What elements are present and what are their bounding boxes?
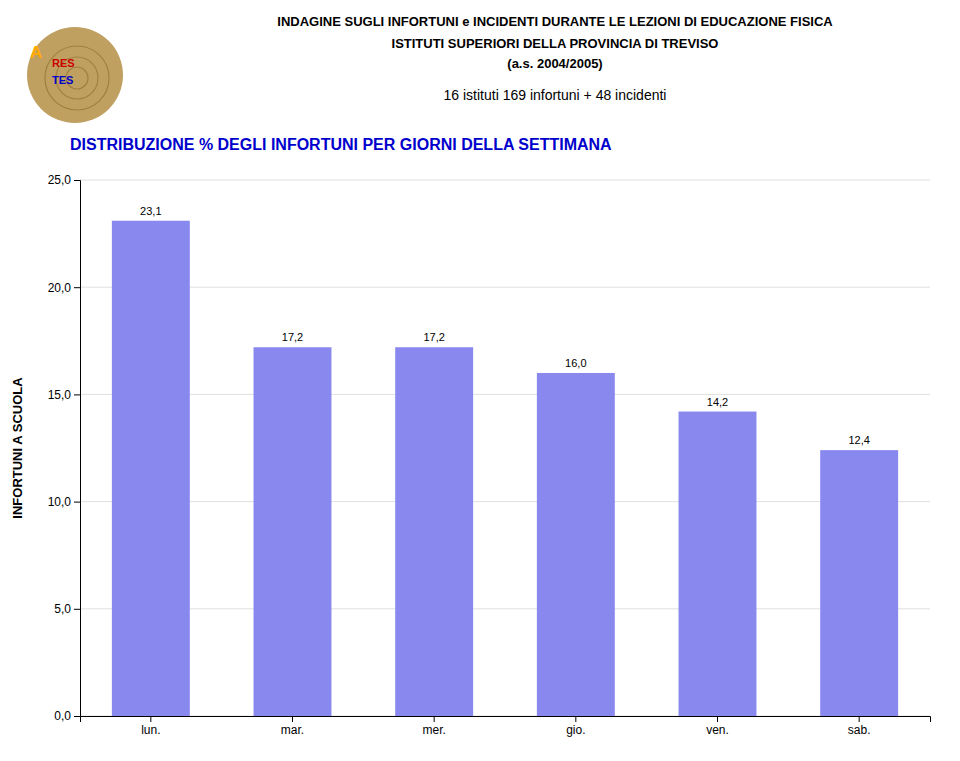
y-tick-mark — [74, 287, 80, 288]
data-labels: 23,1 17,2 17,2 16,0 14,2 12,4 — [140, 205, 870, 446]
logo-shell — [27, 27, 123, 123]
y-tick-mark — [74, 609, 80, 610]
y-tick-label: 20,0 — [48, 281, 72, 295]
x-tick-label: gio. — [566, 723, 585, 737]
data-label: 16,0 — [565, 357, 586, 369]
grid-line — [80, 180, 930, 181]
bar — [820, 450, 898, 716]
logo-text: A — [30, 43, 42, 62]
x-tick-mark — [150, 716, 151, 722]
data-label: 17,2 — [423, 331, 444, 343]
x-tick-label: mar. — [281, 723, 304, 737]
data-label: 14,2 — [707, 396, 728, 408]
title: INDAGINE SUGLI INFORTUNI e INCIDENTI DUR… — [277, 14, 833, 29]
x-tick-mark — [434, 716, 435, 722]
chart-title: DISTRIBUZIONE % DEGLI INFORTUNI PER GIOR… — [70, 136, 612, 153]
y-tick-label: 10,0 — [48, 495, 72, 509]
y-tick: 25,0 — [48, 173, 80, 187]
plot: 23,1 17,2 17,2 16,0 14,2 12,4 lun. mar. mer. gio.… — [48, 173, 931, 736]
bar — [112, 221, 190, 716]
y-tick-mark — [74, 716, 80, 717]
logo-spiral — [45, 46, 109, 110]
y-tick-label: 5,0 — [54, 602, 71, 616]
y-tick-mark — [74, 180, 80, 181]
chart: A RES TES INDAGINE SUGLI INFORTUNI e INCIDE… — [0, 0, 960, 761]
y-axis: 0,0 5,0 10,0 15,0 20,0 25,0 — [48, 173, 81, 723]
x-tick: gio. — [566, 716, 585, 737]
bar — [537, 373, 615, 716]
x-axis-line — [81, 717, 931, 723]
x-tick: sab. — [848, 716, 871, 737]
data-label: 23,1 — [140, 205, 161, 217]
y-axis-line — [74, 181, 81, 717]
y-tick: 5,0 — [54, 602, 80, 616]
y-tick: 20,0 — [48, 281, 80, 295]
y-tick-label: 0,0 — [54, 709, 71, 723]
title: (a.s. 2004/2005) — [507, 56, 602, 71]
bar — [254, 347, 332, 716]
data-label: 12,4 — [848, 434, 869, 446]
bar — [395, 347, 473, 716]
grid-line — [80, 394, 930, 395]
grid-line — [80, 608, 930, 609]
x-tick-mark — [717, 716, 718, 722]
x-tick-label: sab. — [848, 723, 871, 737]
x-tick-label: ven. — [706, 723, 729, 737]
x-tick-label: mer. — [422, 723, 445, 737]
y-tick-mark — [74, 502, 80, 503]
bar — [679, 412, 757, 716]
bars — [112, 221, 898, 716]
y-tick-mark — [74, 394, 80, 395]
grid-line — [80, 501, 930, 502]
x-tick-mark — [292, 716, 293, 722]
x-axis: lun. mar. mer. gio. ven. sab. — [81, 716, 931, 737]
x-tick-mark — [859, 716, 860, 722]
x-tick: mer. — [422, 716, 445, 737]
x-tick: lun. — [141, 716, 160, 737]
grid — [80, 180, 930, 716]
y-tick: 10,0 — [48, 495, 80, 509]
logo-text: RES — [52, 57, 75, 69]
data-label: 17,2 — [282, 331, 303, 343]
x-tick: ven. — [706, 716, 729, 737]
y-axis-title: INFORTUNI A SCUOLA — [10, 377, 25, 519]
x-tick: mar. — [281, 716, 304, 737]
y-tick-label: 15,0 — [48, 388, 72, 402]
x-tick-label: lun. — [141, 723, 160, 737]
y-tick: 15,0 — [48, 388, 80, 402]
y-tick-label: 25,0 — [48, 173, 72, 187]
logo: A RES TES — [27, 27, 123, 123]
title: ISTITUTI SUPERIORI DELLA PROVINCIA DI TR… — [392, 36, 719, 51]
subtitle: 16 istituti 169 infortuni + 48 incidenti — [444, 87, 667, 103]
x-tick-mark — [575, 716, 576, 722]
logo-text: TES — [52, 74, 73, 86]
grid-line — [80, 287, 930, 288]
y-tick: 0,0 — [54, 709, 80, 723]
